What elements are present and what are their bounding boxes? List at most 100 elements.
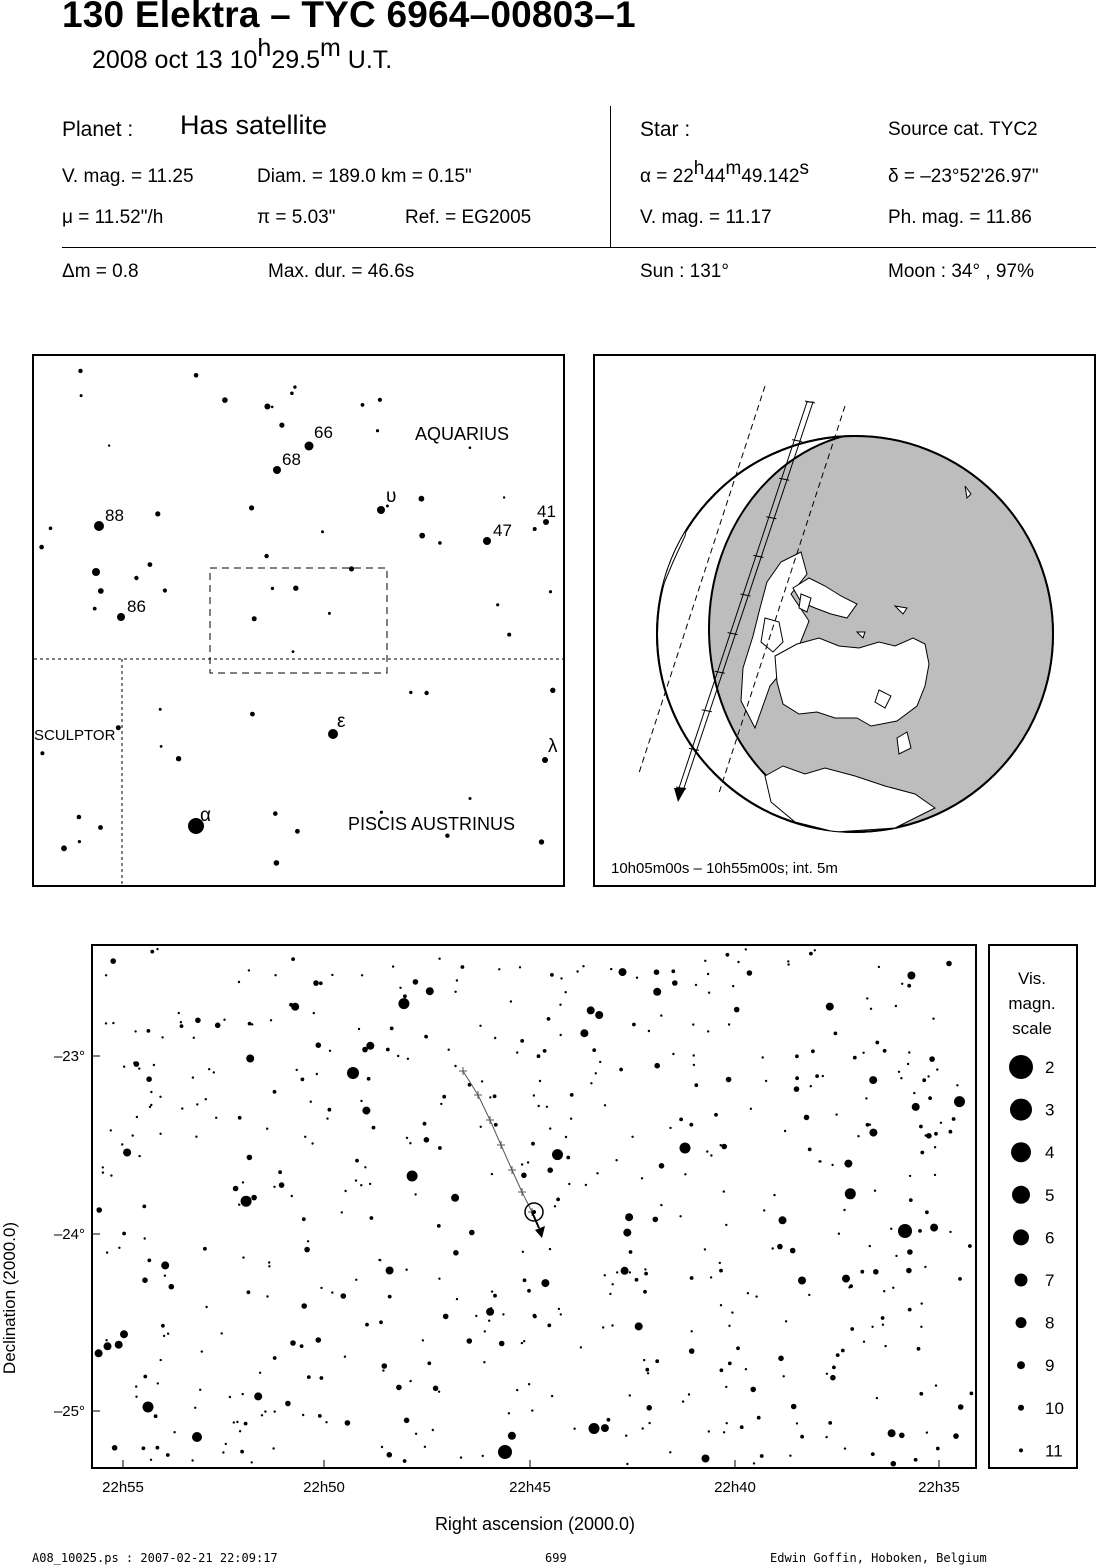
- finder-star: [438, 541, 442, 545]
- detail-star: [746, 1292, 750, 1295]
- path-time-tick: [792, 439, 803, 443]
- finder-star: [107, 444, 111, 447]
- detail-star: [892, 1286, 895, 1289]
- detail-star: [285, 1400, 291, 1407]
- detail-star: [466, 1338, 473, 1344]
- target-star-marker: [524, 1202, 544, 1222]
- detail-star: [557, 1307, 561, 1311]
- scale-dot: [1015, 1317, 1027, 1329]
- finder-star: [424, 690, 429, 696]
- detail-star: [371, 1125, 376, 1130]
- finder-star: [155, 511, 161, 517]
- detail-star: [559, 1033, 562, 1037]
- detail-star: [787, 963, 790, 966]
- detail-star: [573, 1427, 576, 1430]
- constellation-aquarius: AQUARIUS: [415, 424, 509, 444]
- detail-star: [842, 1274, 850, 1283]
- finder-star: [147, 562, 153, 567]
- detail-star: [527, 1288, 531, 1293]
- detail-star: [159, 1095, 162, 1098]
- detail-star: [553, 1205, 557, 1208]
- detail-star: [610, 967, 613, 971]
- detail-star: [922, 1078, 927, 1083]
- detail-star: [653, 969, 660, 975]
- finder-star: [92, 568, 100, 576]
- detail-star: [264, 1410, 267, 1413]
- star-label-lambda: λ: [548, 736, 558, 757]
- detail-star: [165, 1453, 170, 1457]
- detail-star: [494, 1036, 497, 1040]
- finder-star: [502, 496, 506, 499]
- detail-star: [498, 1340, 505, 1347]
- detail-star: [913, 1457, 918, 1462]
- finder-star: [264, 553, 269, 559]
- detail-star: [869, 1128, 878, 1137]
- detail-star: [507, 1412, 511, 1415]
- detail-star: [749, 1107, 753, 1110]
- detail-star: [538, 1079, 542, 1083]
- detail-star: [869, 1076, 878, 1085]
- finder-star: [468, 797, 472, 800]
- detail-star: [493, 1293, 497, 1298]
- detail-star: [852, 1055, 857, 1060]
- detail-star: [220, 1332, 223, 1335]
- detail-star: [268, 1265, 271, 1268]
- magnitude-drop: Δm = 0.8: [62, 261, 139, 282]
- globe-canvas: 10h05m00s – 10h55m00s; int. 5m: [611, 385, 1054, 877]
- detail-star: [254, 1392, 263, 1401]
- detail-star: [808, 1293, 811, 1297]
- detail-star: [104, 1022, 108, 1025]
- finder-star: [279, 422, 285, 428]
- scale-dot: [1018, 1404, 1024, 1411]
- finder-star: [188, 818, 204, 834]
- detail-star: [181, 1107, 184, 1110]
- detail-star: [564, 991, 567, 994]
- detail-star: [228, 1395, 232, 1399]
- detail-star: [618, 968, 627, 977]
- detail-star: [746, 970, 753, 976]
- detail-star: [625, 1434, 628, 1437]
- detail-star: [916, 1346, 921, 1351]
- detail-star: [722, 1190, 725, 1193]
- detail-star: [890, 1460, 897, 1467]
- detail-star: [152, 1063, 156, 1067]
- detail-star: [932, 1017, 935, 1020]
- detail-star: [192, 1036, 195, 1039]
- finder-star: [468, 446, 472, 449]
- detail-star: [584, 1183, 588, 1187]
- y-tick-label: –25°: [54, 1403, 85, 1420]
- detail-star: [873, 1189, 877, 1192]
- detail-star: [381, 1363, 388, 1369]
- detail-star: [701, 1454, 710, 1463]
- detail-star: [907, 971, 916, 980]
- detail-star: [173, 1431, 176, 1434]
- detail-star: [919, 1391, 924, 1396]
- detail-star: [243, 1421, 248, 1426]
- detail-star: [719, 1368, 724, 1373]
- detail-chart: 22h55 22h50 22h45 22h40 22h35 –23° –24° –25° Ri…: [0, 944, 1078, 1534]
- detail-star: [925, 1431, 929, 1434]
- detail-star: [403, 1417, 410, 1424]
- detail-star: [340, 1211, 343, 1214]
- detail-star: [920, 1302, 923, 1305]
- detail-star: [379, 1320, 383, 1325]
- finder-star: [94, 521, 104, 531]
- detail-star: [546, 1017, 551, 1021]
- detail-star: [611, 1324, 614, 1327]
- detail-star: [918, 1229, 922, 1233]
- detail-star: [707, 1030, 710, 1033]
- detail-star: [147, 1258, 152, 1263]
- detail-star: [205, 1305, 208, 1309]
- detail-star: [550, 973, 554, 977]
- detail-star: [658, 1163, 665, 1169]
- detail-star: [156, 1382, 159, 1385]
- detail-star: [628, 1271, 632, 1274]
- detail-star: [911, 1102, 920, 1111]
- detail-star: [421, 1339, 425, 1342]
- detail-star: [900, 1077, 903, 1080]
- x-tick-label: 22h35: [918, 1479, 960, 1496]
- detail-star: [247, 969, 251, 972]
- detail-star: [498, 968, 501, 971]
- detail-star: [398, 998, 410, 1010]
- detail-star: [232, 1185, 239, 1192]
